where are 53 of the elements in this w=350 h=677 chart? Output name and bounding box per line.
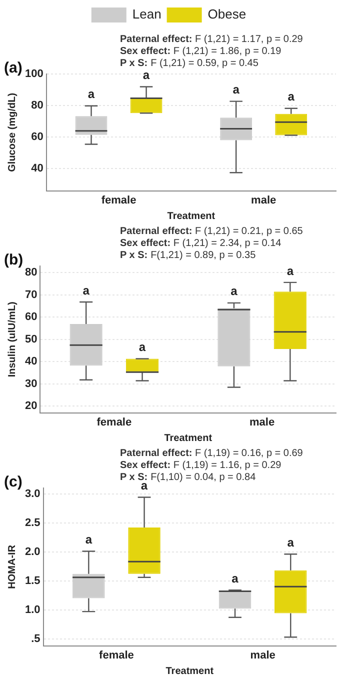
y-tick-label: 2.0 bbox=[24, 546, 40, 558]
y-tick-label: 30 bbox=[24, 378, 38, 390]
text: a bbox=[230, 284, 238, 298]
x-tick-label: female bbox=[99, 649, 134, 662]
text: a bbox=[232, 82, 240, 97]
text: P x S: F(1,21) = 0.89, p = 0.35 bbox=[120, 250, 256, 261]
text: Paternal effect: F (1,21) = 0.21, p = 0.65 bbox=[120, 226, 304, 237]
y-tick-label: 1.5 bbox=[24, 574, 40, 587]
y-axis-title: HOMA-IR bbox=[6, 544, 18, 589]
y-axis-title: Insulin (uIU/mL) bbox=[6, 302, 18, 378]
y-tick-label: 3.0 bbox=[24, 488, 40, 500]
y-tick-label: 50 bbox=[24, 333, 38, 346]
x-tick-label: male bbox=[250, 416, 275, 428]
text: a bbox=[88, 87, 95, 102]
x-axis-title: Treatment bbox=[164, 432, 213, 444]
x-tick-label: female bbox=[101, 194, 136, 206]
text: Sex effect: F (1,21) = 1.86, p = 0.19 bbox=[120, 46, 282, 57]
y-tick-label: 70 bbox=[24, 288, 38, 301]
x-tick-label: male bbox=[250, 649, 276, 662]
text: a bbox=[288, 90, 294, 104]
x-axis-title: Treatment bbox=[167, 210, 216, 222]
y-tick-label: 40 bbox=[31, 162, 44, 175]
chart-title: (c) bbox=[4, 474, 22, 491]
text: Sex effect: F (1,21) = 2.34, p = 0.14 bbox=[120, 238, 282, 249]
y-tick-label: 40 bbox=[24, 356, 38, 368]
chart-title: (b) bbox=[4, 252, 24, 269]
y-tick-label: 1.0 bbox=[24, 604, 40, 616]
x-axis-title: Treatment bbox=[166, 666, 214, 677]
y-tick-label: 2.5 bbox=[24, 516, 40, 529]
text: a bbox=[286, 264, 294, 278]
y-tick-label: 20 bbox=[24, 400, 38, 412]
y-tick-label: 60 bbox=[31, 131, 44, 144]
text: a bbox=[82, 283, 90, 298]
text: a bbox=[287, 535, 294, 550]
legend-label: Lean bbox=[132, 6, 162, 22]
legend-label: Obese bbox=[208, 6, 246, 22]
text: a bbox=[85, 532, 92, 547]
text: Sex effect: F (1,19) = 1.16, p = 0.29 bbox=[120, 460, 282, 471]
y-axis-title: Glucose (mg/dL) bbox=[6, 92, 18, 172]
x-tick-label: male bbox=[251, 194, 276, 206]
text: P x S: F (1,21) = 0.59, p = 0.45 bbox=[120, 58, 259, 69]
chart-title: (a) bbox=[4, 60, 22, 77]
y-tick-label: 100 bbox=[24, 68, 44, 80]
x-tick-label: female bbox=[96, 416, 132, 428]
text: a bbox=[142, 68, 150, 82]
text: Paternal effect: F (1,19) = 0.16, p = 0.69 bbox=[120, 448, 304, 459]
y-tick-label: 80 bbox=[24, 266, 38, 279]
text: a bbox=[138, 340, 146, 354]
text: Paternal effect: F (1,21) = 1.17, p = 0.29 bbox=[120, 34, 304, 45]
y-tick-label: .5 bbox=[31, 632, 40, 645]
y-tick-label: 80 bbox=[31, 100, 44, 112]
y-tick-label: 60 bbox=[24, 311, 38, 324]
text: a bbox=[232, 571, 238, 586]
